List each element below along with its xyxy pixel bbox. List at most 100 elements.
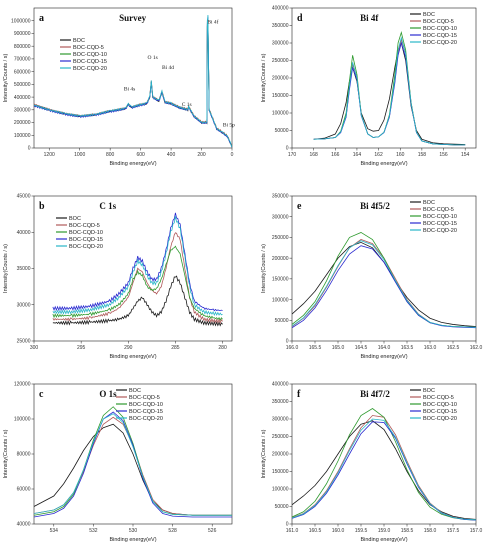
x-tick-label: 300 — [30, 345, 39, 351]
x-tick-label: 162 — [374, 152, 383, 158]
panel-label: e — [297, 201, 302, 212]
x-tick-label: 162.5 — [447, 345, 460, 351]
x-tick-label: 534 — [50, 528, 59, 534]
legend-label: BOC-CQD-5 — [129, 395, 160, 401]
y-tick-label: 350000 — [272, 194, 289, 200]
series-line-boc — [313, 41, 466, 145]
y-tick-label: 30000 — [17, 302, 31, 308]
legend-label: BOC — [423, 388, 435, 394]
x-tick-label: 162.0 — [470, 345, 483, 351]
y-axis-label: Intensity(Counts / s) — [3, 244, 9, 293]
panel-label: d — [297, 13, 303, 24]
series-line-boc — [292, 420, 476, 520]
plot-frame — [291, 7, 477, 149]
x-tick-label: 165.0 — [332, 345, 345, 351]
x-tick-label: 290 — [124, 345, 133, 351]
y-tick-label: 300000 — [272, 41, 289, 47]
legend-label: BOC-CQD-20 — [69, 244, 103, 250]
series-line-boc-cqd-15 — [52, 212, 223, 312]
y-tick-label: 350000 — [272, 399, 289, 405]
x-tick-label: 168 — [309, 152, 318, 158]
y-tick-label: 400000 — [272, 6, 289, 12]
series-line-boc-cqd-10 — [52, 245, 223, 321]
legend-label: BOC-CQD-5 — [423, 207, 454, 213]
y-tick-label: 250000 — [272, 235, 289, 241]
x-tick-label: 200 — [197, 152, 206, 158]
y-tick-label: 150000 — [272, 469, 289, 475]
legend-label: BOC-CQD-10 — [423, 214, 457, 220]
series-line-boc-cqd-20 — [292, 240, 476, 328]
x-tick-label: 157.5 — [447, 528, 460, 534]
x-tick-label: 164.0 — [378, 345, 391, 351]
chart-panel-b: 300 295 290 285 280 25000 30000 35000 40000 45000… — [3, 194, 233, 360]
y-tick-label: 300000 — [272, 214, 289, 220]
y-tick-label: 300000 — [14, 108, 31, 114]
x-axis-label: Binding energy(eV) — [109, 537, 156, 543]
legend-label: BOC-CQD-10 — [73, 52, 107, 58]
x-tick-label: 166.0 — [286, 345, 299, 351]
y-tick-label: 40000 — [17, 230, 31, 236]
chart-panel-f: 161.0 160.5 160.0 159.5 159.0 158.5 158.0 157.5… — [261, 382, 482, 543]
x-tick-label: 158.0 — [424, 528, 437, 534]
y-tick-label: 100000 — [272, 487, 289, 493]
y-tick-label: 0 — [286, 146, 289, 152]
legend-label: BOC-CQD-15 — [423, 409, 457, 415]
series-line-boc-cqd-15 — [34, 411, 232, 518]
legend-label: BOC-CQD-10 — [69, 230, 103, 236]
y-tick-label: 40000 — [17, 522, 31, 528]
y-axis-label: Intensity/Counts / s) — [3, 54, 9, 103]
y-tick-label: 800000 — [14, 44, 31, 50]
x-tick-label: 157.0 — [470, 528, 483, 534]
peak-annotation: Bi 5p — [223, 122, 235, 128]
y-tick-label: 100000 — [14, 133, 31, 139]
y-tick-label: 900000 — [14, 31, 31, 37]
y-tick-label: 100000 — [14, 417, 31, 423]
series-line-boc-cqd-15 — [34, 16, 232, 148]
series-line-boc-cqd-20 — [292, 418, 476, 521]
legend-label: BOC-CQD-5 — [423, 395, 454, 401]
y-tick-label: 120000 — [14, 382, 31, 388]
panel-label: b — [39, 201, 45, 212]
chart-panel-c: 534 532 530 528 526 40000 60000 80000 100000 1200… — [3, 382, 233, 543]
x-tick-label: 160 — [396, 152, 405, 158]
y-tick-label: 80000 — [17, 452, 31, 458]
x-tick-label: 156 — [439, 152, 448, 158]
panel-label: c — [39, 389, 44, 400]
y-tick-label: 200000 — [272, 256, 289, 262]
x-tick-label: 526 — [208, 528, 217, 534]
legend-label: BOC-CQD-10 — [423, 26, 457, 32]
chart-title: Survey — [119, 13, 147, 23]
plot-frame — [33, 7, 233, 149]
chart-panel-e: 166.0 165.5 165.0 164.5 164.0 163.5 163.0 162.5… — [261, 194, 482, 360]
x-tick-label: 164.5 — [355, 345, 368, 351]
legend-label: BOC-CQD-15 — [423, 221, 457, 227]
legend-label: BOC-CQD-5 — [73, 45, 104, 51]
x-tick-label: 163.0 — [424, 345, 437, 351]
chart-title: C 1s — [99, 201, 116, 211]
y-tick-label: 150000 — [272, 277, 289, 283]
x-tick-label: 532 — [89, 528, 98, 534]
legend-label: BOC-CQD-20 — [423, 228, 457, 234]
legend-label: BOC-CQD-15 — [129, 409, 163, 415]
x-tick-label: 160.5 — [309, 528, 322, 534]
series-line-boc-cqd-20 — [52, 216, 223, 317]
x-tick-label: 0 — [231, 152, 234, 158]
legend-label: BOC — [129, 388, 141, 394]
y-tick-label: 0 — [286, 339, 289, 345]
series-line-boc-cqd-15 — [292, 245, 476, 329]
peak-annotation: Bi 4d — [162, 65, 174, 71]
legend-label: BOC — [423, 12, 435, 18]
panel-label: f — [297, 389, 301, 400]
x-tick-label: 295 — [77, 345, 86, 351]
panel-label: a — [39, 13, 44, 24]
chart-panel-d: 170 168 166 164 162 160 158 156 154 0 50000 100000 1… — [261, 6, 477, 167]
x-tick-label: 160.0 — [332, 528, 345, 534]
x-tick-label: 154 — [461, 152, 470, 158]
y-tick-label: 400000 — [14, 95, 31, 101]
y-axis-label: Intensity(Counts / s) — [261, 244, 267, 293]
x-tick-label: 1200 — [44, 152, 55, 158]
x-tick-label: 530 — [129, 528, 138, 534]
peak-annotation: Bi 4s — [124, 87, 135, 93]
y-tick-label: 200000 — [14, 120, 31, 126]
